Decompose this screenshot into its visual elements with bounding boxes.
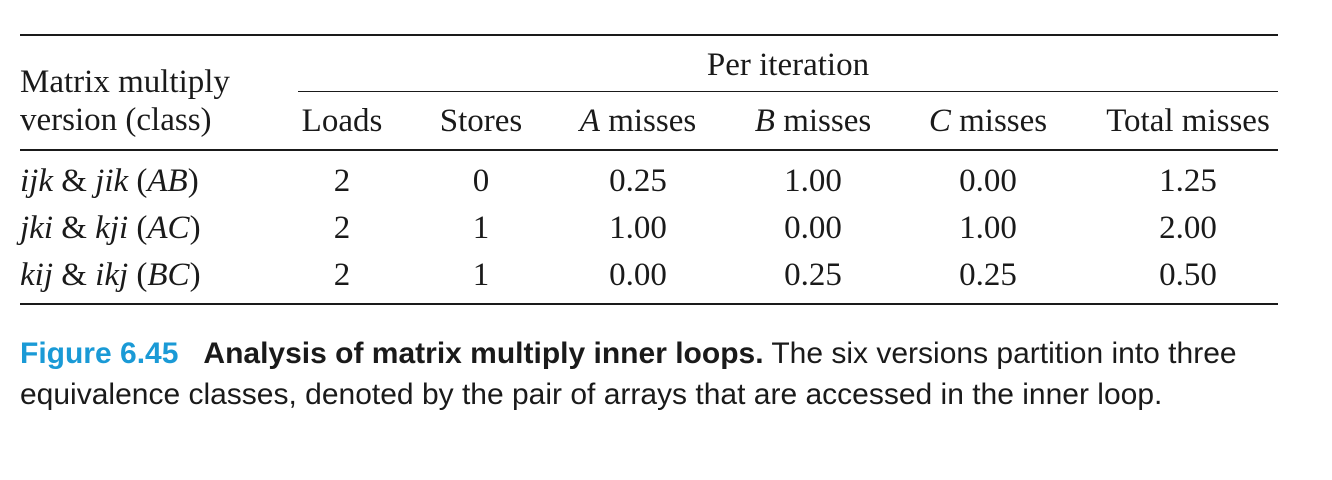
col-header-b-misses: B misses [754,103,872,139]
figure-caption: Figure 6.45 Analysis of matrix multiply … [20,333,1290,415]
table-row-label: jki & kji (AC) [20,210,201,246]
table-cell: 1 [472,257,490,293]
caption-text: The six versions partition into three eq… [20,337,1237,411]
table-cell: 2 [333,257,351,293]
table-top-rule [20,34,1278,36]
col-header-c-misses: C misses [928,103,1048,139]
row-header-line-2: version (class) [20,102,212,138]
table-cell: 1.00 [959,210,1017,246]
table-cell: 0.50 [1159,257,1217,293]
col-header-total-misses: Total misses [1106,103,1270,139]
table-bottom-rule [20,303,1278,305]
group-header-rule [298,91,1278,92]
header-bottom-rule [20,149,1278,151]
table-cell: 0.25 [609,163,667,199]
table-cell: 1 [472,210,490,246]
table-cell: 0.00 [609,257,667,293]
table-cell: 0.00 [959,163,1017,199]
col-header-a-misses: A misses [579,103,697,139]
col-header-stores: Stores [439,103,523,139]
table-row-label: kij & ikj (BC) [20,257,201,293]
table-cell: 0.25 [959,257,1017,293]
col-header-loads: Loads [301,103,383,139]
table-cell: 1.25 [1159,163,1217,199]
figure-number: Figure 6.45 [20,337,179,370]
table-cell: 1.00 [609,210,667,246]
table-row-label: ijk & jik (AB) [20,163,199,199]
table-cell: 0.25 [784,257,842,293]
table-cell: 1.00 [784,163,842,199]
table-cell: 2.00 [1159,210,1217,246]
table-cell: 2 [333,163,351,199]
group-header-per-iteration: Per iteration [706,47,870,83]
table-cell: 0.00 [784,210,842,246]
table-cell: 2 [333,210,351,246]
table-cell: 0 [472,163,490,199]
row-header-line-1: Matrix multiply [20,64,230,100]
figure-title: Analysis of matrix multiply inner loops. [203,337,764,370]
